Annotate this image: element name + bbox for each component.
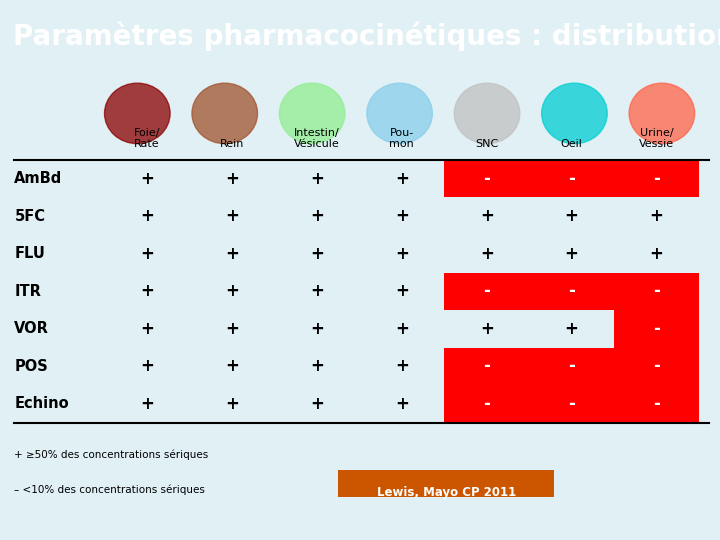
Text: +: + xyxy=(225,357,239,375)
Ellipse shape xyxy=(104,83,170,144)
Ellipse shape xyxy=(279,83,345,144)
Text: -: - xyxy=(568,170,575,187)
Ellipse shape xyxy=(366,83,433,144)
Text: +: + xyxy=(310,395,324,413)
Text: Rein: Rein xyxy=(220,139,244,149)
Text: -: - xyxy=(568,282,575,300)
Text: Oeil: Oeil xyxy=(561,139,582,149)
Text: +: + xyxy=(395,245,409,263)
Bar xyxy=(614,310,699,348)
Text: -: - xyxy=(568,395,575,413)
Text: -: - xyxy=(653,320,660,338)
Text: – <10% des concentrations sériques: – <10% des concentrations sériques xyxy=(14,484,205,495)
Text: AmBd: AmBd xyxy=(14,171,63,186)
Text: -: - xyxy=(653,170,660,187)
Text: +: + xyxy=(140,170,154,187)
Text: -: - xyxy=(483,282,490,300)
Text: -: - xyxy=(653,282,660,300)
Bar xyxy=(444,348,699,385)
Text: +: + xyxy=(140,282,154,300)
Text: FLU: FLU xyxy=(14,246,45,261)
Text: +: + xyxy=(310,282,324,300)
Text: Foie/
Rate: Foie/ Rate xyxy=(134,127,160,149)
Text: Paramètres pharmacocinétiques : distribution/site: Paramètres pharmacocinétiques : distribu… xyxy=(13,22,720,51)
Ellipse shape xyxy=(192,83,258,144)
Text: +: + xyxy=(395,207,409,225)
Ellipse shape xyxy=(629,83,695,144)
Text: +: + xyxy=(310,245,324,263)
Text: +: + xyxy=(140,207,154,225)
Bar xyxy=(338,470,554,516)
Text: +: + xyxy=(225,395,239,413)
Text: +: + xyxy=(140,320,154,338)
Bar xyxy=(444,385,699,423)
Text: +: + xyxy=(310,320,324,338)
Bar xyxy=(444,160,699,198)
Text: Pou-
mon: Pou- mon xyxy=(390,127,414,149)
Text: VOR: VOR xyxy=(14,321,49,336)
Text: + ≥50% des concentrations sériques: + ≥50% des concentrations sériques xyxy=(14,449,209,460)
Text: Lewis, Mayo CP 2011: Lewis, Mayo CP 2011 xyxy=(377,487,516,500)
Text: -: - xyxy=(653,395,660,413)
Text: +: + xyxy=(140,245,154,263)
Text: +: + xyxy=(310,357,324,375)
Text: +: + xyxy=(395,357,409,375)
Text: -: - xyxy=(653,357,660,375)
Text: +: + xyxy=(649,245,664,263)
Text: -: - xyxy=(568,357,575,375)
Text: +: + xyxy=(140,395,154,413)
Text: ITR: ITR xyxy=(14,284,41,299)
Text: Intestin/
Vésicule: Intestin/ Vésicule xyxy=(294,127,340,149)
Text: +: + xyxy=(564,245,579,263)
Text: +: + xyxy=(649,207,664,225)
Ellipse shape xyxy=(541,83,607,144)
Text: +: + xyxy=(395,320,409,338)
Text: +: + xyxy=(225,320,239,338)
Text: +: + xyxy=(395,395,409,413)
Bar xyxy=(444,273,699,310)
Text: SNC: SNC xyxy=(475,139,498,149)
Text: 5FC: 5FC xyxy=(14,208,45,224)
Text: +: + xyxy=(225,245,239,263)
Text: +: + xyxy=(225,207,239,225)
Text: Urine/
Vessie: Urine/ Vessie xyxy=(639,127,674,149)
Text: +: + xyxy=(310,170,324,187)
Text: +: + xyxy=(395,170,409,187)
Text: -: - xyxy=(483,170,490,187)
Text: -: - xyxy=(483,357,490,375)
Text: Echino: Echino xyxy=(14,396,69,411)
Text: +: + xyxy=(480,207,494,225)
Text: +: + xyxy=(310,207,324,225)
Text: +: + xyxy=(225,170,239,187)
Text: POS: POS xyxy=(14,359,48,374)
Text: +: + xyxy=(564,320,579,338)
Text: +: + xyxy=(564,207,579,225)
Text: +: + xyxy=(140,357,154,375)
Text: +: + xyxy=(480,320,494,338)
Text: +: + xyxy=(480,245,494,263)
Text: +: + xyxy=(225,282,239,300)
Ellipse shape xyxy=(454,83,520,144)
Text: +: + xyxy=(395,282,409,300)
Text: -: - xyxy=(483,395,490,413)
